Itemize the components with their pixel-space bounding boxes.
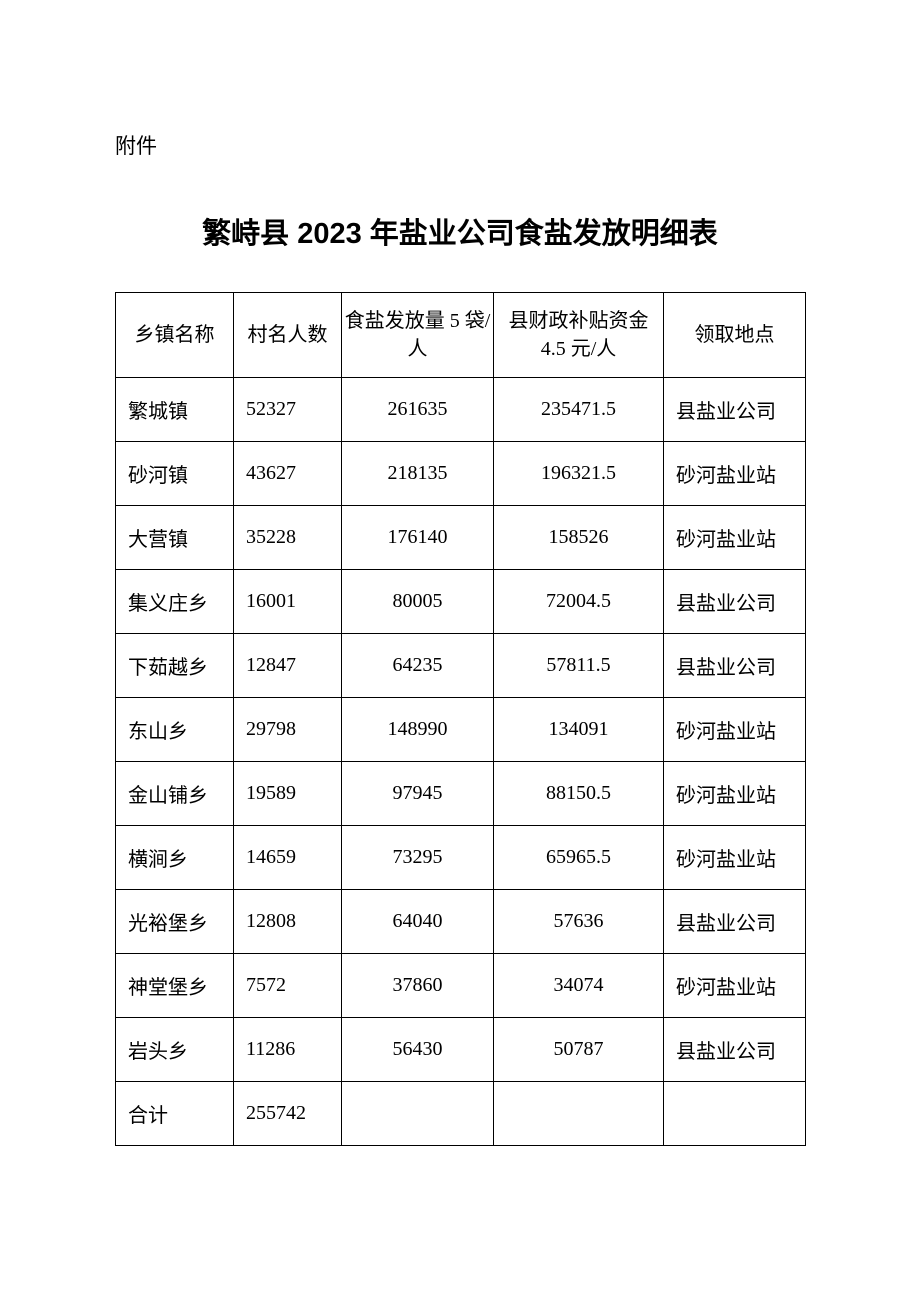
cell-town: 横涧乡 xyxy=(116,826,234,890)
cell-population: 52327 xyxy=(234,378,342,442)
cell-subsidy: 57811.5 xyxy=(494,634,664,698)
cell-town: 神堂堡乡 xyxy=(116,954,234,1018)
cell-bags: 56430 xyxy=(342,1018,494,1082)
cell-total-label: 合计 xyxy=(116,1082,234,1146)
cell-subsidy: 158526 xyxy=(494,506,664,570)
cell-town: 砂河镇 xyxy=(116,442,234,506)
cell-population: 35228 xyxy=(234,506,342,570)
cell-empty xyxy=(494,1082,664,1146)
cell-population: 19589 xyxy=(234,762,342,826)
col-header-subsidy: 县财政补贴资金 4.5 元/人 xyxy=(494,293,664,378)
cell-population: 16001 xyxy=(234,570,342,634)
col-header-bags: 食盐发放量 5 袋/人 xyxy=(342,293,494,378)
cell-location: 砂河盐业站 xyxy=(664,762,806,826)
table-row: 砂河镇 43627 218135 196321.5 砂河盐业站 xyxy=(116,442,806,506)
table-row: 横涧乡 14659 73295 65965.5 砂河盐业站 xyxy=(116,826,806,890)
cell-location: 县盐业公司 xyxy=(664,570,806,634)
cell-subsidy: 34074 xyxy=(494,954,664,1018)
cell-town: 繁城镇 xyxy=(116,378,234,442)
cell-town: 下茹越乡 xyxy=(116,634,234,698)
table-row: 光裕堡乡 12808 64040 57636 县盐业公司 xyxy=(116,890,806,954)
cell-subsidy: 72004.5 xyxy=(494,570,664,634)
cell-bags: 97945 xyxy=(342,762,494,826)
cell-location: 砂河盐业站 xyxy=(664,954,806,1018)
table-row: 神堂堡乡 7572 37860 34074 砂河盐业站 xyxy=(116,954,806,1018)
cell-location: 砂河盐业站 xyxy=(664,506,806,570)
table-body: 繁城镇 52327 261635 235471.5 县盐业公司 砂河镇 4362… xyxy=(116,378,806,1146)
cell-subsidy: 196321.5 xyxy=(494,442,664,506)
cell-bags: 218135 xyxy=(342,442,494,506)
cell-subsidy: 50787 xyxy=(494,1018,664,1082)
table-row: 岩头乡 11286 56430 50787 县盐业公司 xyxy=(116,1018,806,1082)
table-row: 繁城镇 52327 261635 235471.5 县盐业公司 xyxy=(116,378,806,442)
cell-location: 砂河盐业站 xyxy=(664,826,806,890)
cell-bags: 176140 xyxy=(342,506,494,570)
cell-town: 金山铺乡 xyxy=(116,762,234,826)
cell-town: 集义庄乡 xyxy=(116,570,234,634)
table-row: 集义庄乡 16001 80005 72004.5 县盐业公司 xyxy=(116,570,806,634)
cell-bags: 148990 xyxy=(342,698,494,762)
cell-bags: 64235 xyxy=(342,634,494,698)
cell-town: 岩头乡 xyxy=(116,1018,234,1082)
cell-population: 7572 xyxy=(234,954,342,1018)
page-title: 繁峙县 2023 年盐业公司食盐发放明细表 xyxy=(115,210,805,252)
cell-subsidy: 65965.5 xyxy=(494,826,664,890)
attachment-label: 附件 xyxy=(115,130,805,160)
table-header-row: 乡镇名称 村名人数 食盐发放量 5 袋/人 县财政补贴资金 4.5 元/人 领取… xyxy=(116,293,806,378)
cell-bags: 80005 xyxy=(342,570,494,634)
cell-location: 县盐业公司 xyxy=(664,634,806,698)
cell-bags: 64040 xyxy=(342,890,494,954)
cell-bags: 37860 xyxy=(342,954,494,1018)
cell-location: 砂河盐业站 xyxy=(664,698,806,762)
distribution-table: 乡镇名称 村名人数 食盐发放量 5 袋/人 县财政补贴资金 4.5 元/人 领取… xyxy=(115,292,806,1146)
table-row: 大营镇 35228 176140 158526 砂河盐业站 xyxy=(116,506,806,570)
col-header-location: 领取地点 xyxy=(664,293,806,378)
cell-town: 东山乡 xyxy=(116,698,234,762)
col-header-town: 乡镇名称 xyxy=(116,293,234,378)
cell-location: 县盐业公司 xyxy=(664,1018,806,1082)
cell-subsidy: 88150.5 xyxy=(494,762,664,826)
col-header-population: 村名人数 xyxy=(234,293,342,378)
cell-subsidy: 235471.5 xyxy=(494,378,664,442)
cell-population: 43627 xyxy=(234,442,342,506)
cell-empty xyxy=(342,1082,494,1146)
cell-population: 12847 xyxy=(234,634,342,698)
table-row: 东山乡 29798 148990 134091 砂河盐业站 xyxy=(116,698,806,762)
cell-subsidy: 134091 xyxy=(494,698,664,762)
cell-population: 11286 xyxy=(234,1018,342,1082)
cell-town: 大营镇 xyxy=(116,506,234,570)
cell-bags: 73295 xyxy=(342,826,494,890)
cell-location: 县盐业公司 xyxy=(664,890,806,954)
cell-empty xyxy=(664,1082,806,1146)
table-total-row: 合计 255742 xyxy=(116,1082,806,1146)
cell-town: 光裕堡乡 xyxy=(116,890,234,954)
cell-total-population: 255742 xyxy=(234,1082,342,1146)
cell-population: 14659 xyxy=(234,826,342,890)
table-row: 下茹越乡 12847 64235 57811.5 县盐业公司 xyxy=(116,634,806,698)
cell-bags: 261635 xyxy=(342,378,494,442)
cell-subsidy: 57636 xyxy=(494,890,664,954)
cell-location: 县盐业公司 xyxy=(664,378,806,442)
cell-population: 12808 xyxy=(234,890,342,954)
cell-location: 砂河盐业站 xyxy=(664,442,806,506)
table-row: 金山铺乡 19589 97945 88150.5 砂河盐业站 xyxy=(116,762,806,826)
cell-population: 29798 xyxy=(234,698,342,762)
